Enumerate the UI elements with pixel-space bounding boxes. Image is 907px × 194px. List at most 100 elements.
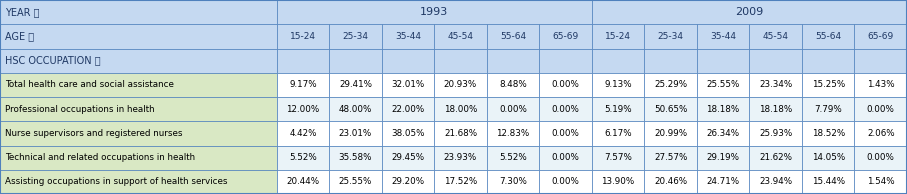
Text: 27.57%: 27.57% [654, 153, 688, 162]
Bar [487, 146, 540, 170]
Bar [0, 146, 277, 170]
Bar [697, 146, 749, 170]
Text: 25.55%: 25.55% [338, 177, 372, 186]
Bar [434, 170, 487, 194]
Bar [644, 73, 697, 97]
Bar [854, 24, 907, 48]
Bar [697, 97, 749, 121]
Bar [277, 0, 591, 24]
Text: 12.00%: 12.00% [287, 105, 319, 114]
Bar [854, 170, 907, 194]
Text: 1.54%: 1.54% [867, 177, 894, 186]
Bar [697, 170, 749, 194]
Text: 35-44: 35-44 [395, 32, 421, 41]
Text: 0.00%: 0.00% [867, 105, 894, 114]
Text: 65-69: 65-69 [552, 32, 579, 41]
Bar [540, 170, 591, 194]
Bar [749, 170, 802, 194]
Text: 25-34: 25-34 [658, 32, 684, 41]
Text: 21.62%: 21.62% [759, 153, 792, 162]
Bar [329, 24, 382, 48]
Text: 35.58%: 35.58% [338, 153, 372, 162]
Bar [854, 121, 907, 146]
Bar [277, 121, 329, 146]
Bar [487, 73, 540, 97]
Bar [697, 73, 749, 97]
Text: 5.52%: 5.52% [499, 153, 527, 162]
Bar [854, 146, 907, 170]
Text: 26.34%: 26.34% [707, 129, 740, 138]
Text: 7.79%: 7.79% [814, 105, 842, 114]
Text: 55-64: 55-64 [500, 32, 526, 41]
Bar [749, 73, 802, 97]
Bar [0, 0, 277, 24]
Bar [487, 97, 540, 121]
Text: 29.20%: 29.20% [392, 177, 424, 186]
Bar [434, 97, 487, 121]
Bar [854, 73, 907, 97]
Bar [802, 24, 854, 48]
Bar [540, 48, 591, 73]
Text: 45-54: 45-54 [763, 32, 789, 41]
Text: 29.19%: 29.19% [707, 153, 739, 162]
Bar [329, 97, 382, 121]
Text: 20.44%: 20.44% [287, 177, 319, 186]
Text: YEAR ⓘ: YEAR ⓘ [5, 7, 39, 17]
Bar [0, 24, 277, 48]
Bar [591, 24, 644, 48]
Text: 22.00%: 22.00% [391, 105, 424, 114]
Text: 38.05%: 38.05% [391, 129, 424, 138]
Bar [749, 146, 802, 170]
Bar [382, 48, 434, 73]
Text: Professional occupations in health: Professional occupations in health [5, 105, 154, 114]
Text: Total health care and social assistance: Total health care and social assistance [5, 80, 173, 89]
Bar [540, 73, 591, 97]
Bar [434, 73, 487, 97]
Text: 24.71%: 24.71% [707, 177, 740, 186]
Bar [329, 121, 382, 146]
Bar [434, 146, 487, 170]
Text: AGE ⓘ: AGE ⓘ [5, 31, 34, 41]
Bar [540, 24, 591, 48]
Bar [802, 170, 854, 194]
Bar [382, 170, 434, 194]
Bar [329, 170, 382, 194]
Text: HSC OCCUPATION ⓘ: HSC OCCUPATION ⓘ [5, 56, 100, 66]
Bar [382, 121, 434, 146]
Text: 20.46%: 20.46% [654, 177, 688, 186]
Text: 29.41%: 29.41% [339, 80, 372, 89]
Text: 35-44: 35-44 [710, 32, 736, 41]
Bar [0, 170, 277, 194]
Bar [0, 97, 277, 121]
Bar [802, 97, 854, 121]
Text: 2.06%: 2.06% [867, 129, 894, 138]
Bar [277, 24, 329, 48]
Text: 7.57%: 7.57% [604, 153, 632, 162]
Text: 50.65%: 50.65% [654, 105, 688, 114]
Text: 21.68%: 21.68% [444, 129, 477, 138]
Bar [644, 97, 697, 121]
Bar [644, 146, 697, 170]
Text: 15-24: 15-24 [290, 32, 316, 41]
Bar [591, 73, 644, 97]
Text: Nurse supervisors and registered nurses: Nurse supervisors and registered nurses [5, 129, 182, 138]
Text: 5.52%: 5.52% [289, 153, 317, 162]
Bar [487, 24, 540, 48]
Text: 23.34%: 23.34% [759, 80, 793, 89]
Bar [329, 48, 382, 73]
Text: Assisting occupations in support of health services: Assisting occupations in support of heal… [5, 177, 227, 186]
Text: 45-54: 45-54 [447, 32, 473, 41]
Text: 48.00%: 48.00% [338, 105, 372, 114]
Bar [277, 146, 329, 170]
Bar [434, 48, 487, 73]
Bar [749, 48, 802, 73]
Text: 15-24: 15-24 [605, 32, 631, 41]
Bar [802, 121, 854, 146]
Text: 5.19%: 5.19% [604, 105, 632, 114]
Bar [540, 121, 591, 146]
Bar [591, 48, 644, 73]
Text: 55-64: 55-64 [815, 32, 842, 41]
Text: 13.90%: 13.90% [601, 177, 635, 186]
Text: 7.30%: 7.30% [499, 177, 527, 186]
Bar [487, 170, 540, 194]
